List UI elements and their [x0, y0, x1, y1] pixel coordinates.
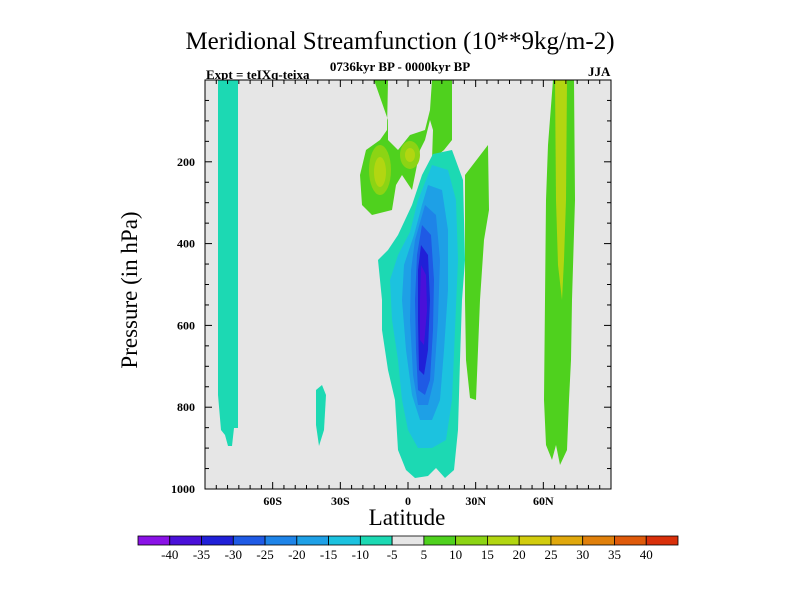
- season-label: JJA: [588, 64, 611, 79]
- colorbar-swatch: [391, 535, 425, 546]
- colorbar-swatch: [550, 535, 584, 546]
- colorbar-label: 40: [640, 547, 653, 562]
- colorbar-label: -5: [387, 547, 398, 562]
- colorbar-labels: -40 -35 -30 -25 -20 -15 -10 -5 5 10 15 20 25 30 35 40: [161, 547, 653, 562]
- cell-30N-band: [465, 145, 489, 400]
- colorbar-swatch: [359, 535, 393, 546]
- main-negative-cell: [378, 150, 465, 478]
- colorbar-label: -20: [288, 547, 305, 562]
- colorbar-label: 30: [576, 547, 589, 562]
- x-tick-label: 30N: [465, 494, 486, 508]
- colorbar-label: 10: [449, 547, 462, 562]
- x-axis-label: Latitude: [368, 505, 446, 530]
- colorbar-swatch: [614, 535, 647, 546]
- cell-60N-band: [544, 80, 575, 465]
- x-tick-label: 0: [405, 494, 411, 508]
- colorbar-swatch: [296, 535, 329, 546]
- colorbar-label: -40: [161, 547, 178, 562]
- colorbar-label: -35: [193, 547, 210, 562]
- axis-tick-labels: 60S 30S 0 30N 60N 200 400 600 800 1000: [171, 155, 554, 508]
- contour-fields: [218, 80, 575, 478]
- colorbar-label: 35: [608, 547, 621, 562]
- colorbar-swatch: [137, 535, 171, 546]
- y-tick-label: 200: [177, 155, 195, 169]
- x-tick-label: 60N: [533, 494, 554, 508]
- axis-ticks: [204, 79, 612, 490]
- y-tick-label: 1000: [171, 482, 195, 496]
- cell-38S-small: [316, 385, 326, 446]
- colorbar-label: -30: [225, 547, 242, 562]
- colorbar-label: -15: [320, 547, 337, 562]
- colorbar-swatch: [264, 535, 298, 546]
- colorbar-swatch: [169, 535, 202, 546]
- colorbar-label: -10: [352, 547, 369, 562]
- y-tick-label: 400: [177, 237, 195, 251]
- colorbar-label: 15: [481, 547, 494, 562]
- colorbar: [137, 535, 679, 546]
- x-tick-label: 30S: [331, 494, 350, 508]
- cell-80S-band: [218, 80, 238, 446]
- colorbar-swatch: [645, 535, 679, 546]
- colorbar-label: 5: [421, 547, 428, 562]
- upper-positive-cell: [360, 80, 452, 215]
- experiment-label: Expt = teIXq-teixa: [206, 67, 310, 82]
- chart-subtitle: 0736kyr BP - 0000kyr BP: [329, 59, 471, 74]
- chart-title: Meridional Streamfunction (10**9kg/m-2): [185, 28, 615, 55]
- colorbar-swatch: [487, 535, 520, 546]
- y-tick-label: 800: [177, 400, 195, 414]
- colorbar-swatch: [455, 535, 488, 546]
- colorbar-swatch: [328, 535, 361, 546]
- colorbar-swatch: [582, 535, 615, 546]
- colorbar-label: 25: [544, 547, 557, 562]
- colorbar-swatch: [232, 535, 266, 546]
- colorbar-swatch: [201, 535, 234, 546]
- y-tick-label: 600: [177, 318, 195, 332]
- colorbar-label: -25: [256, 547, 273, 562]
- colorbar-swatch: [518, 535, 552, 546]
- x-tick-label: 60S: [263, 494, 282, 508]
- colorbar-swatch: [423, 535, 457, 546]
- colorbar-label: 20: [513, 547, 526, 562]
